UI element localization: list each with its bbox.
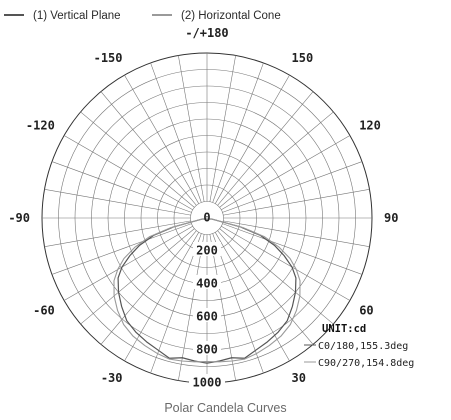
legend-label-vertical-plane: (1) Vertical Plane bbox=[33, 10, 121, 22]
radial-tick-label: 600 bbox=[196, 310, 218, 324]
angle-label: 90 bbox=[384, 211, 398, 225]
polar-spoke bbox=[80, 228, 195, 325]
series-curve-2 bbox=[113, 218, 301, 363]
series-label-2: C90/270,154.8deg bbox=[318, 358, 414, 369]
polar-spoke bbox=[223, 189, 370, 216]
polar-spoke bbox=[150, 62, 202, 203]
angle-label: -30 bbox=[101, 371, 123, 385]
polar-spoke bbox=[44, 189, 191, 216]
radial-tick-label: 200 bbox=[196, 244, 218, 258]
angle-label: 150 bbox=[292, 51, 314, 65]
radial-tick-label: 800 bbox=[196, 343, 218, 357]
legend-item-vertical-plane: (1) Vertical Plane bbox=[4, 10, 121, 22]
polar-spoke bbox=[63, 225, 193, 301]
polar-spoke bbox=[178, 55, 205, 202]
angle-label: -150 bbox=[94, 51, 123, 65]
angle-label: -/+180 bbox=[185, 26, 228, 40]
angle-label: -60 bbox=[33, 304, 55, 318]
chart-caption: Polar Candela Curves bbox=[164, 401, 287, 415]
angle-label: 60 bbox=[359, 304, 373, 318]
series-label-1: C0/180,155.3deg bbox=[318, 341, 408, 352]
radial-tick-label: 0 bbox=[203, 211, 210, 225]
polar-spoke bbox=[178, 234, 205, 381]
polar-spoke bbox=[222, 223, 363, 275]
radial-tick-bg bbox=[193, 308, 221, 322]
radial-tick-label: 1000 bbox=[193, 376, 222, 390]
polar-spoke bbox=[150, 233, 202, 374]
polar-spoke bbox=[100, 91, 197, 206]
angle-label: 0 bbox=[203, 398, 210, 400]
polar-spoke bbox=[63, 135, 193, 211]
radial-tick-bg bbox=[193, 341, 221, 355]
legend-item-horizontal-cone: (2) Horizontal Cone bbox=[152, 10, 281, 22]
radial-tick-bg bbox=[193, 275, 221, 289]
polar-spoke bbox=[217, 91, 314, 206]
polar-spoke bbox=[219, 228, 334, 325]
angle-label: -120 bbox=[26, 119, 55, 133]
polar-spoke bbox=[217, 230, 314, 345]
unit-label: UNIT:cd bbox=[322, 323, 366, 335]
polar-spoke bbox=[221, 225, 351, 301]
polar-spoke bbox=[212, 62, 264, 203]
polar-spoke bbox=[100, 230, 197, 345]
polar-spoke bbox=[209, 234, 236, 381]
angle-label: 120 bbox=[359, 119, 381, 133]
polar-spoke bbox=[51, 223, 192, 275]
legend: (1) Vertical Plane (2) Horizontal Cone bbox=[0, 0, 451, 34]
radial-tick-label: 400 bbox=[196, 277, 218, 291]
polar-spoke bbox=[214, 74, 290, 204]
polar-spoke bbox=[221, 135, 351, 211]
polar-spoke bbox=[44, 220, 191, 247]
legend-label-horizontal-cone: (2) Horizontal Cone bbox=[181, 10, 281, 22]
polar-spoke bbox=[80, 111, 195, 208]
polar-spoke bbox=[124, 74, 200, 204]
polar-spoke bbox=[212, 233, 264, 374]
polar-spoke bbox=[219, 111, 334, 208]
radial-tick-bg bbox=[193, 242, 221, 256]
polar-spoke bbox=[223, 220, 370, 247]
angle-label: -90 bbox=[8, 211, 30, 225]
polar-spoke bbox=[222, 161, 363, 213]
radial-tick-bg bbox=[189, 374, 225, 388]
polar-spoke bbox=[209, 55, 236, 202]
legend-swatch-vertical-plane bbox=[4, 13, 24, 16]
polar-spoke bbox=[51, 161, 192, 213]
angle-label: 30 bbox=[292, 371, 306, 385]
polar-plot-area bbox=[42, 53, 372, 383]
legend-swatch-horizontal-cone bbox=[152, 13, 172, 16]
